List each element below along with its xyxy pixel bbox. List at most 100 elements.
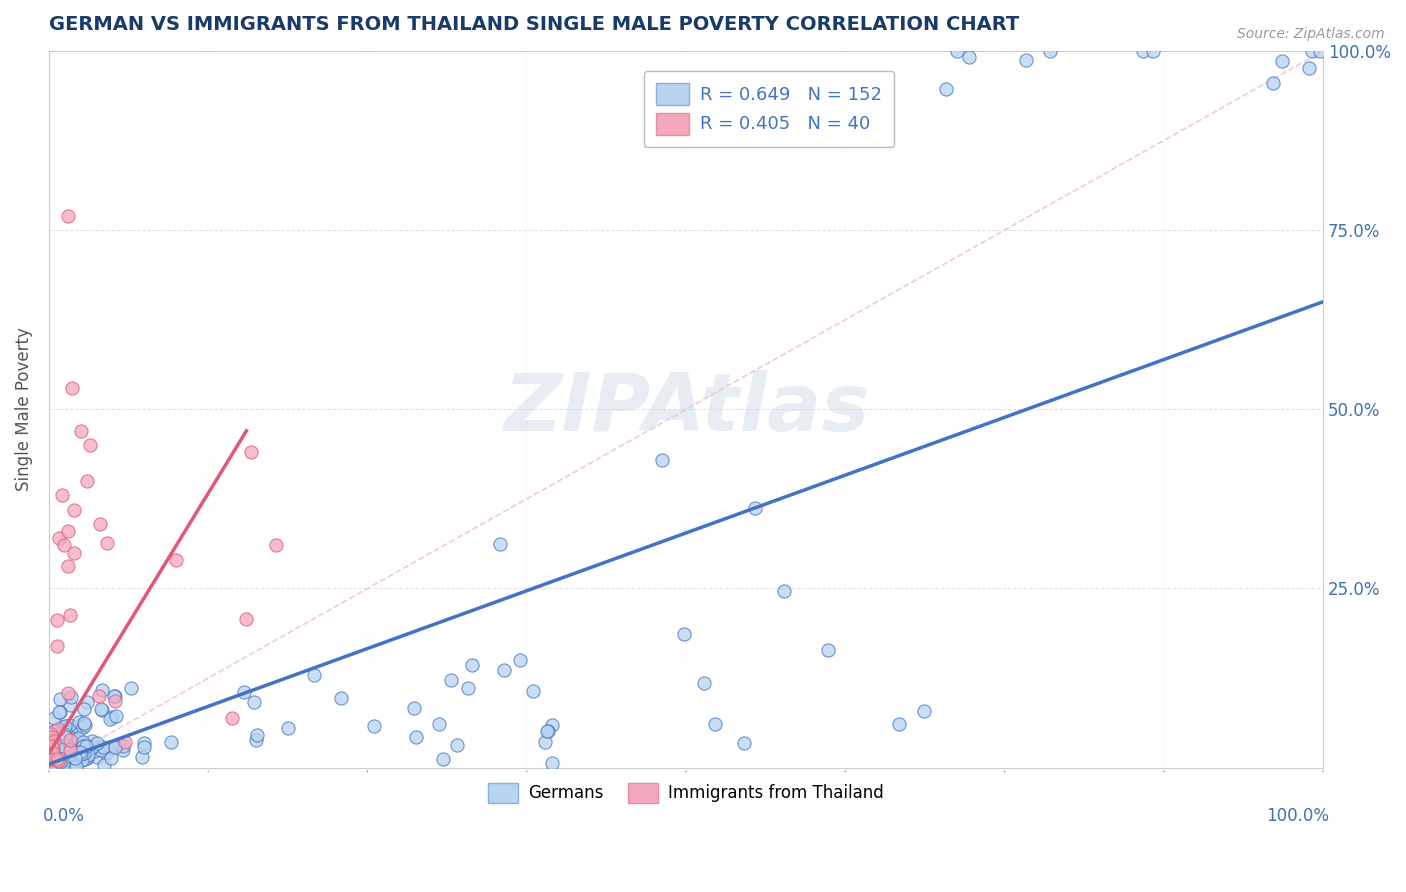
Point (66, 719, 89, 733)
Point (329, 690, 352, 705)
Point (86, 736, 108, 750)
Point (80, 733, 103, 747)
Point (53, 727, 76, 741)
Point (59, 698, 82, 712)
Point (1298, 61, 1320, 75)
Point (59, 608, 82, 623)
Point (533, 735, 555, 749)
Point (946, 44, 969, 58)
Point (132, 735, 155, 749)
Point (100, 740, 122, 755)
Point (703, 717, 725, 731)
Point (773, 583, 796, 598)
Point (83, 744, 105, 758)
Point (49, 747, 72, 762)
Point (120, 681, 142, 696)
Point (45, 639, 67, 653)
Point (1039, 44, 1062, 58)
Point (536, 723, 558, 738)
Point (1261, 76, 1284, 90)
Point (56, 753, 79, 767)
Point (541, 756, 564, 770)
Point (53, 539, 76, 553)
Point (160, 735, 183, 749)
Point (63, 736, 86, 750)
Point (235, 612, 257, 626)
Point (94, 746, 117, 760)
Point (93, 757, 115, 772)
Point (58, 722, 80, 736)
Point (46, 722, 69, 736)
Text: GERMAN VS IMMIGRANTS FROM THAILAND SINGLE MALE POVERTY CORRELATION CHART: GERMAN VS IMMIGRANTS FROM THAILAND SINGL… (49, 15, 1019, 34)
Point (243, 695, 266, 709)
Point (42, 746, 65, 760)
Point (114, 735, 136, 749)
Point (90, 702, 112, 716)
Point (72, 753, 94, 767)
Point (69, 745, 91, 759)
Point (957, 50, 980, 64)
Point (53, 731, 76, 745)
Point (51, 744, 73, 758)
Point (1132, 44, 1154, 58)
Point (52, 753, 75, 767)
Point (41, 742, 63, 756)
Point (1301, 44, 1323, 58)
Point (131, 750, 153, 764)
Point (63, 751, 86, 765)
Point (76, 695, 98, 709)
Point (52, 747, 75, 762)
Point (72, 734, 94, 748)
Point (69, 733, 91, 747)
Point (432, 752, 454, 766)
Point (132, 740, 155, 755)
Text: 100.0%: 100.0% (1267, 807, 1330, 825)
Point (41, 731, 63, 745)
Point (89, 516, 111, 531)
Point (45, 737, 67, 751)
Y-axis label: Single Male Poverty: Single Male Poverty (15, 327, 32, 491)
Point (42, 711, 65, 725)
Point (87, 689, 110, 703)
Point (67, 739, 90, 754)
Point (59, 733, 82, 747)
Point (80, 741, 103, 756)
Point (42, 741, 65, 756)
Point (52, 739, 75, 753)
Point (91, 740, 114, 755)
Point (67, 755, 90, 769)
Point (96, 536, 118, 550)
Point (1015, 53, 1038, 67)
Point (1142, 44, 1164, 58)
Point (48, 744, 70, 758)
Point (239, 444, 262, 458)
Point (79, 438, 101, 452)
Point (90, 742, 112, 756)
Point (53, 718, 76, 732)
Point (67, 714, 90, 729)
Point (912, 704, 935, 718)
Point (541, 718, 564, 732)
Point (509, 653, 531, 667)
Point (733, 736, 755, 750)
Text: 0.0%: 0.0% (42, 807, 84, 825)
Point (67, 739, 90, 754)
Point (63, 750, 86, 764)
Text: ZIPAtlas: ZIPAtlas (503, 370, 869, 449)
Point (63, 502, 86, 516)
Point (72, 720, 94, 734)
Point (107, 737, 129, 751)
Point (457, 681, 479, 695)
Point (44, 736, 66, 750)
Point (73, 718, 96, 732)
Point (42, 724, 65, 739)
Point (104, 709, 127, 723)
Point (51, 732, 73, 747)
Point (51, 740, 73, 755)
Point (446, 738, 468, 752)
Point (405, 731, 427, 745)
Point (77, 748, 100, 763)
Point (48, 531, 70, 545)
Point (56, 558, 79, 573)
Point (45, 738, 67, 752)
